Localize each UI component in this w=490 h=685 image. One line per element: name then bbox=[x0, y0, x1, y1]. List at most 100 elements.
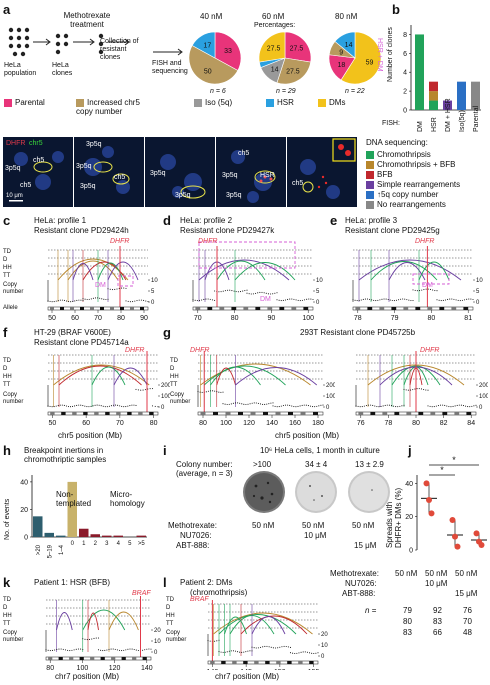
pie-n-60: n = 29 bbox=[276, 88, 296, 95]
copy-number-point bbox=[453, 298, 455, 300]
panel-label-f: f bbox=[3, 325, 8, 340]
ideogram-band bbox=[61, 412, 66, 415]
copy-number-point bbox=[67, 405, 70, 408]
copy-number-point bbox=[293, 298, 295, 300]
b-fish-label: FISH: bbox=[382, 120, 400, 127]
copy-number-point bbox=[82, 300, 84, 302]
copy-number-point bbox=[116, 288, 118, 290]
copy-number-point bbox=[93, 637, 95, 640]
micro-label: 3p5q bbox=[175, 192, 191, 199]
copy-number-point bbox=[251, 402, 253, 404]
copy-number-point bbox=[364, 298, 366, 300]
copy-number-point bbox=[131, 648, 133, 650]
d-dhfr-label: DHFR bbox=[198, 238, 218, 245]
copy-number-point bbox=[70, 301, 72, 303]
sv-arc bbox=[370, 261, 438, 281]
i-mtx-label: Methotrexate: bbox=[168, 521, 217, 530]
x-tick-label: 120 bbox=[109, 665, 121, 670]
j-abt-label: ABT-888: bbox=[342, 589, 376, 598]
ideogram-band bbox=[415, 307, 421, 310]
copy-number-point bbox=[125, 649, 127, 651]
copy-number-point bbox=[457, 299, 459, 301]
copy-number-point bbox=[365, 405, 367, 407]
x-tick-label: 155 bbox=[308, 669, 320, 670]
bar bbox=[90, 534, 100, 537]
ideogram-band bbox=[267, 307, 273, 310]
copy-number-point bbox=[45, 649, 47, 651]
ideogram-band bbox=[370, 412, 376, 415]
copy-number-point bbox=[218, 651, 220, 653]
copy-number-point bbox=[51, 406, 53, 408]
sv-arc bbox=[56, 612, 73, 631]
copy-number-point bbox=[196, 300, 198, 302]
ideogram-band bbox=[291, 307, 297, 310]
x-tick-label: 60 bbox=[71, 315, 79, 322]
y-tick-label: 10 bbox=[476, 278, 483, 284]
x-tick-label: 60 bbox=[82, 420, 90, 427]
j-n-value: 48 bbox=[463, 628, 472, 637]
copy-number-point bbox=[310, 298, 312, 300]
panel-label-l: l bbox=[163, 575, 167, 590]
bar bbox=[471, 81, 480, 110]
copy-number-point bbox=[308, 652, 311, 654]
copy-number-point bbox=[359, 406, 361, 408]
copy-number-point bbox=[374, 405, 376, 407]
row-label-td: TD bbox=[166, 597, 174, 603]
copy-number-point bbox=[107, 298, 109, 300]
copy-number-point bbox=[123, 406, 125, 408]
copy-number-point bbox=[311, 652, 313, 654]
l-title: Patient 2: DMs bbox=[180, 578, 233, 587]
legend-iso: Iso (5q) bbox=[194, 98, 232, 107]
copy-number-point bbox=[245, 403, 247, 406]
copy-number-point bbox=[377, 299, 379, 301]
copy-number-point bbox=[438, 299, 440, 301]
copy-number-point bbox=[106, 406, 108, 408]
k-xlabel: chr7 position (Mb) bbox=[55, 672, 120, 681]
i-title: 10⁶ HeLa cells, 1 month in culture bbox=[260, 446, 380, 455]
panel-label-d: d bbox=[163, 213, 171, 228]
copy-number-point bbox=[232, 650, 234, 652]
copy-number-point bbox=[304, 651, 306, 653]
ideogram-band bbox=[130, 307, 134, 310]
copy-number-point bbox=[235, 291, 237, 293]
sig-star: * bbox=[452, 455, 456, 465]
copy-number-point bbox=[104, 406, 106, 408]
copy-number-point bbox=[127, 300, 129, 302]
data-point bbox=[428, 510, 435, 517]
copy-number-point bbox=[287, 646, 289, 648]
copy-number-point bbox=[395, 406, 397, 408]
copy-number-point bbox=[255, 402, 257, 404]
copy-number-point bbox=[285, 645, 287, 648]
copy-number-point bbox=[60, 648, 62, 650]
bar bbox=[443, 100, 452, 110]
copy-number-point bbox=[135, 649, 137, 651]
copy-number-point bbox=[420, 388, 423, 390]
copy-number-point bbox=[121, 650, 123, 652]
h-bar-chart: 0 20 40 >20 5–19 1–4 0 1 2 3 4 5 >5 bbox=[20, 475, 147, 558]
copy-number-point bbox=[114, 288, 116, 291]
copy-number-point bbox=[370, 404, 372, 406]
copy-number-point bbox=[145, 300, 147, 302]
sv-arc bbox=[53, 364, 150, 386]
x-tick-label: 0 bbox=[71, 541, 75, 547]
copy-number-point bbox=[105, 298, 107, 301]
bar bbox=[136, 535, 146, 537]
copy-number-point bbox=[88, 298, 90, 300]
copy-number-point bbox=[134, 300, 136, 302]
copy-number-point bbox=[118, 649, 121, 651]
copy-number-point bbox=[456, 404, 458, 406]
bar bbox=[429, 81, 438, 92]
copy-number-point bbox=[214, 390, 216, 392]
sv-arc bbox=[97, 262, 124, 281]
copy-number-point bbox=[296, 652, 298, 654]
copy-number-point bbox=[127, 405, 129, 407]
pie-slice-label: 59 bbox=[366, 60, 374, 67]
i-abt-v: 15 μM bbox=[354, 541, 377, 550]
ideogram-band bbox=[231, 307, 237, 310]
x-tick-label: 140 bbox=[141, 665, 153, 670]
copy-number-point bbox=[94, 297, 97, 299]
copy-number-point bbox=[209, 640, 211, 642]
copy-number-point bbox=[251, 650, 253, 652]
copy-number-point bbox=[272, 405, 274, 407]
copy-number-point bbox=[318, 405, 320, 407]
